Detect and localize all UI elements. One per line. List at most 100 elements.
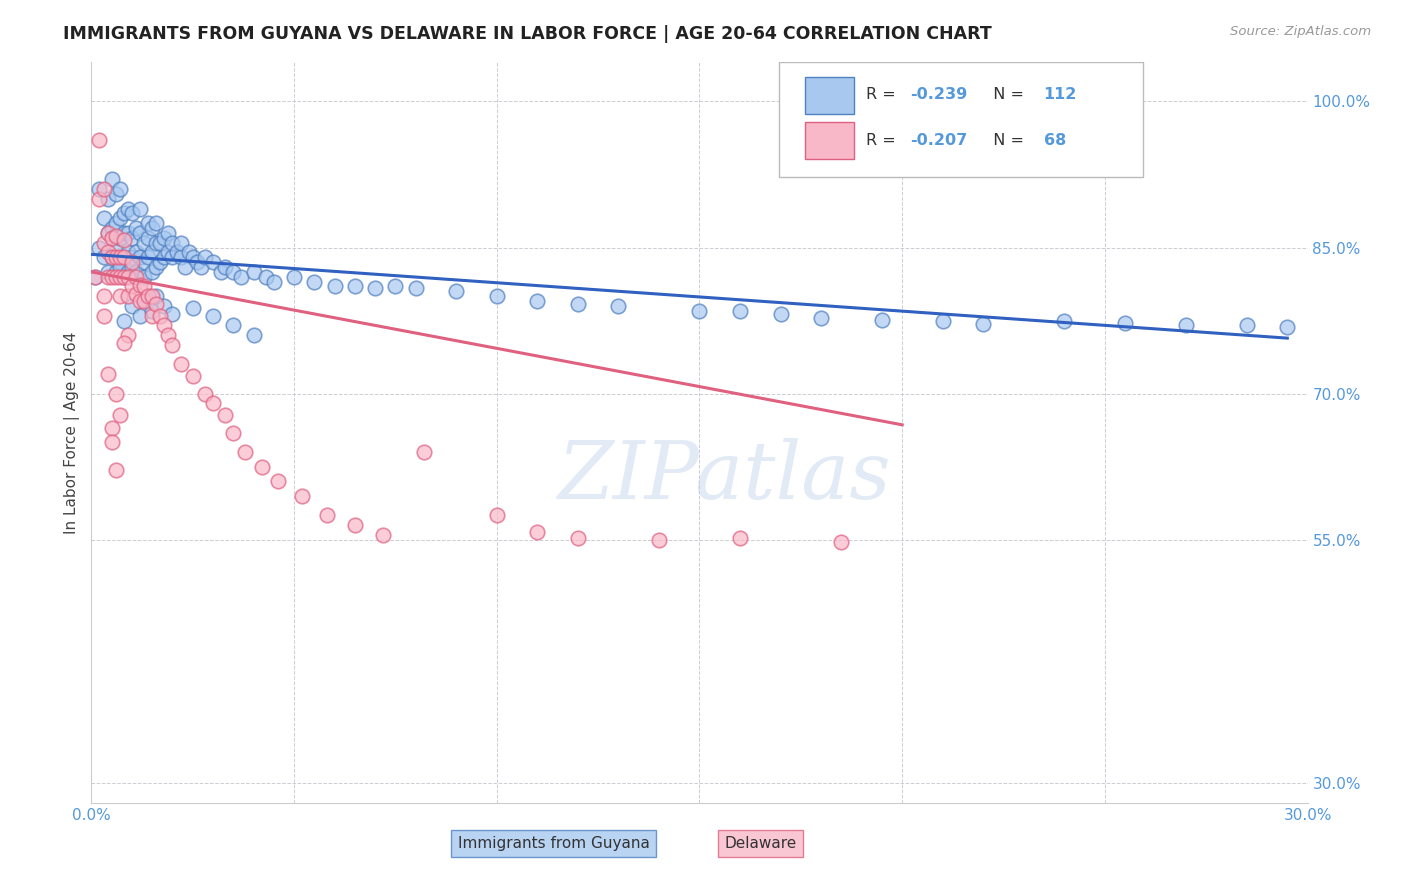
Point bbox=[125, 269, 148, 284]
Point bbox=[364, 281, 387, 295]
Point bbox=[186, 255, 208, 269]
Point bbox=[136, 289, 159, 303]
Point bbox=[444, 285, 467, 299]
Point bbox=[1236, 318, 1258, 333]
Point bbox=[283, 269, 305, 284]
Point bbox=[688, 303, 710, 318]
Point bbox=[194, 250, 217, 264]
Point bbox=[125, 245, 148, 260]
Point bbox=[84, 269, 107, 284]
Point bbox=[89, 240, 111, 255]
Point bbox=[149, 255, 172, 269]
Point bbox=[1175, 318, 1198, 333]
Point bbox=[112, 269, 135, 284]
Point bbox=[194, 386, 217, 401]
Point bbox=[157, 245, 180, 260]
Point bbox=[100, 221, 122, 235]
Point bbox=[104, 186, 127, 201]
Point bbox=[145, 260, 167, 274]
Point bbox=[141, 245, 163, 260]
Point bbox=[129, 202, 152, 216]
Y-axis label: In Labor Force | Age 20-64: In Labor Force | Age 20-64 bbox=[65, 332, 80, 533]
Point bbox=[485, 289, 508, 303]
Point bbox=[291, 489, 314, 503]
Point bbox=[100, 435, 122, 450]
Point bbox=[235, 445, 257, 459]
Point bbox=[117, 328, 139, 343]
Point bbox=[100, 421, 122, 435]
Point bbox=[190, 260, 212, 274]
Point bbox=[162, 338, 184, 352]
Point bbox=[112, 233, 135, 247]
Point bbox=[153, 299, 176, 313]
Point bbox=[169, 358, 191, 372]
Point bbox=[1277, 320, 1299, 334]
Text: -0.239: -0.239 bbox=[910, 87, 967, 102]
Point bbox=[97, 226, 120, 240]
Point bbox=[100, 269, 122, 284]
Text: R =: R = bbox=[866, 87, 901, 102]
Point bbox=[214, 260, 236, 274]
Point bbox=[145, 297, 167, 311]
Point bbox=[526, 524, 548, 539]
Point bbox=[141, 303, 163, 318]
Point bbox=[141, 265, 163, 279]
Point bbox=[112, 250, 135, 264]
Point bbox=[209, 265, 232, 279]
Point bbox=[112, 269, 135, 284]
Point bbox=[141, 289, 163, 303]
Point bbox=[104, 269, 127, 284]
Point bbox=[169, 250, 191, 264]
Point bbox=[97, 265, 120, 279]
Point bbox=[485, 508, 508, 523]
Point bbox=[242, 265, 264, 279]
Point bbox=[89, 182, 111, 196]
Point bbox=[125, 221, 148, 235]
Point bbox=[373, 528, 395, 542]
Point bbox=[145, 235, 167, 250]
Point bbox=[93, 289, 115, 303]
Point bbox=[132, 269, 155, 284]
Point bbox=[112, 336, 135, 351]
Point bbox=[136, 294, 159, 309]
Point bbox=[202, 396, 225, 410]
Point bbox=[108, 269, 131, 284]
Point bbox=[202, 309, 225, 323]
Point bbox=[132, 279, 155, 293]
Point bbox=[104, 462, 127, 476]
FancyBboxPatch shape bbox=[806, 121, 853, 159]
Point bbox=[108, 182, 131, 196]
Point bbox=[1053, 313, 1076, 327]
Point bbox=[112, 250, 135, 264]
Point bbox=[136, 231, 159, 245]
Point bbox=[84, 269, 107, 284]
Point bbox=[121, 231, 143, 245]
Point bbox=[97, 192, 120, 206]
Point bbox=[108, 255, 131, 269]
Point bbox=[121, 279, 143, 293]
Point bbox=[97, 226, 120, 240]
Text: Delaware: Delaware bbox=[724, 836, 796, 851]
Point bbox=[607, 299, 630, 313]
Point bbox=[231, 269, 253, 284]
Point bbox=[121, 260, 143, 274]
Point bbox=[343, 279, 366, 293]
Point bbox=[141, 221, 163, 235]
Point bbox=[132, 235, 155, 250]
Point bbox=[93, 309, 115, 323]
Point bbox=[117, 202, 139, 216]
Point bbox=[132, 255, 155, 269]
Point bbox=[112, 226, 135, 240]
Point bbox=[250, 459, 273, 474]
Point bbox=[117, 265, 139, 279]
Point bbox=[89, 192, 111, 206]
Point bbox=[117, 245, 139, 260]
Point bbox=[263, 275, 285, 289]
Point bbox=[412, 445, 434, 459]
Point bbox=[104, 216, 127, 230]
Point bbox=[129, 250, 152, 264]
Point bbox=[304, 275, 326, 289]
Point bbox=[972, 317, 994, 331]
Point bbox=[93, 235, 115, 250]
Point bbox=[162, 250, 184, 264]
